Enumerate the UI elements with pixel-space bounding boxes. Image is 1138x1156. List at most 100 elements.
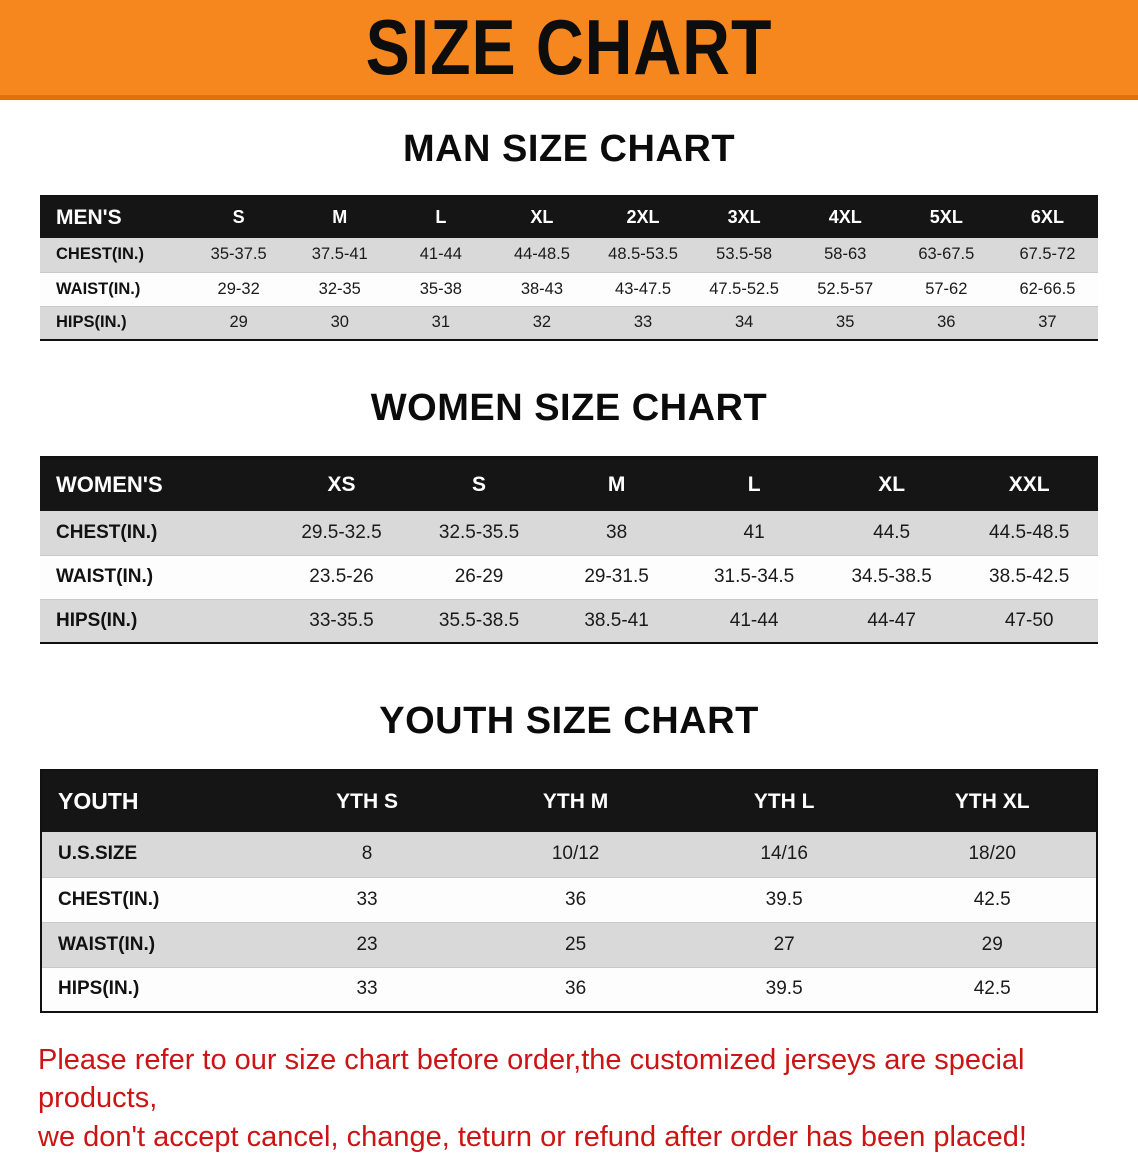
size-row: U.S.SIZE 8 10/12 14/16 18/20 (41, 832, 1097, 877)
size-value: 14/16 (760, 843, 808, 865)
disclaimer-line-1: Please refer to our size chart before or… (38, 1044, 1025, 1115)
measurement-label: CHEST(IN.) (56, 245, 144, 264)
size-value: 39.5 (765, 978, 803, 1000)
size-value: 29 (229, 313, 248, 332)
measurement-label: WAIST(IN.) (58, 933, 156, 955)
header-row: MEN'S S M L XL 2XL 3XL 4XL 5XL 6XL (40, 196, 1098, 238)
size-value: 47-50 (1004, 609, 1054, 631)
size-row: CHEST(IN.) 33 36 39.5 42.5 (41, 877, 1097, 922)
size-column-header: L (685, 457, 823, 511)
size-value: 23 (356, 933, 378, 955)
size-value: 37 (1038, 313, 1057, 332)
size-value: 38.5-42.5 (989, 566, 1070, 587)
table-title-cell: WOMEN'S (40, 457, 273, 511)
size-value: 29.5-32.5 (301, 521, 382, 543)
size-column-header: YTH S (262, 770, 472, 832)
measurement-label: CHEST(IN.) (58, 888, 160, 910)
size-value: 27 (773, 933, 795, 955)
women-size-section: WOMEN SIZE CHART WOMEN'S XS S M L XL XXL CHEST… (0, 387, 1138, 644)
size-column-header: YTH XL (888, 770, 1097, 832)
size-row: WAIST(IN.) 23 25 27 29 (41, 922, 1097, 967)
size-column-header: L (390, 196, 492, 238)
size-value: 31.5-34.5 (713, 566, 795, 587)
size-value: 38 (606, 521, 628, 543)
size-row: CHEST(IN.) 29.5-32.5 32.5-35.5 38 41 44.5 44.5… (40, 511, 1098, 555)
men-size-section: MAN SIZE CHART MEN'S S M L XL 2XL 3XL 4XL 5XL 6XL… (0, 128, 1138, 341)
size-value: 41-44 (419, 245, 462, 264)
youth-size-table: YOUTH YTH S YTH M YTH L YTH XL U.S.SIZE 8 10/1… (40, 769, 1098, 1013)
size-value: 42.5 (973, 978, 1011, 1000)
youth-section-heading: YOUTH SIZE CHART (379, 700, 759, 742)
size-value: 41-44 (729, 609, 779, 631)
size-row: WAIST(IN.) 23.5-26 26-29 29-31.5 31.5-34.5 34… (40, 555, 1098, 599)
size-value: 26-29 (454, 566, 504, 587)
size-value: 36 (565, 888, 587, 910)
size-value: 33 (356, 888, 378, 910)
size-column-header: S (410, 457, 548, 511)
size-column-header: M (289, 196, 391, 238)
size-value: 29-31.5 (584, 566, 649, 587)
size-value: 35.5-38.5 (438, 609, 520, 631)
men-section-heading: MAN SIZE CHART (402, 128, 736, 170)
size-value: 37.5-41 (311, 245, 368, 264)
header-row: WOMEN'S XS S M L XL XXL (40, 457, 1098, 511)
measurement-label: CHEST(IN.) (56, 521, 158, 543)
size-value: 35 (836, 313, 855, 332)
banner-title: SIZE CHART (365, 4, 773, 91)
size-value: 36 (937, 313, 956, 332)
size-value: 10/12 (551, 843, 600, 865)
size-value: 58-63 (824, 245, 867, 264)
size-value: 25 (565, 933, 587, 955)
size-value: 32.5-35.5 (438, 521, 520, 543)
size-value: 39.5 (765, 888, 803, 910)
size-value: 48.5-53.5 (608, 245, 678, 264)
size-value: 30 (330, 313, 349, 332)
size-value: 35-37.5 (210, 245, 267, 264)
size-value: 44.5-48.5 (989, 521, 1070, 543)
size-value: 32-35 (318, 279, 361, 298)
women-section-heading: WOMEN SIZE CHART (370, 387, 768, 429)
measurement-label: WAIST(IN.) (56, 566, 154, 587)
size-row: CHEST(IN.) 35-37.5 37.5-41 41-44 44-48.5 48.5… (40, 238, 1098, 272)
size-row: HIPS(IN.) 33 36 39.5 42.5 (41, 967, 1097, 1012)
size-value: 29-32 (217, 279, 260, 298)
size-value: 38.5-41 (584, 609, 649, 631)
size-column-header: XL (822, 457, 961, 511)
size-value: 29 (981, 933, 1003, 955)
size-value: 62-66.5 (1019, 279, 1076, 298)
measurement-label: HIPS(IN.) (58, 978, 140, 1000)
size-value: 33 (633, 313, 653, 332)
size-value: 42.5 (973, 888, 1011, 910)
size-value: 34.5-38.5 (851, 566, 932, 587)
size-row: HIPS(IN.) 33-35.5 35.5-38.5 38.5-41 41-44 44-… (40, 599, 1098, 643)
size-value: 63-67.5 (918, 245, 975, 264)
size-value: 53.5-58 (716, 245, 773, 264)
size-row: WAIST(IN.) 29-32 32-35 35-38 38-43 43-47.5 47.… (40, 272, 1098, 306)
size-chart-banner: SIZE CHART (0, 0, 1138, 100)
size-value: 23.5-26 (309, 566, 374, 587)
mens-size-table: MEN'S S M L XL 2XL 3XL 4XL 5XL 6XL CHEST(IN.) 35-3… (40, 195, 1098, 341)
disclaimer: Please refer to our size chart before or… (38, 1041, 1100, 1156)
measurement-label: WAIST(IN.) (56, 279, 141, 298)
size-value: 47.5-52.5 (709, 279, 779, 298)
size-value: 44-48.5 (513, 245, 570, 264)
size-column-header: 5XL (895, 196, 997, 238)
size-column-header: XS (272, 457, 411, 511)
size-value: 32 (532, 313, 552, 332)
size-column-header: 4XL (794, 196, 896, 238)
size-value: 35-38 (419, 279, 462, 298)
size-column-header: XL (491, 196, 593, 238)
size-row: HIPS(IN.) 29 30 31 32 33 34 35 36 37 (40, 306, 1098, 340)
size-column-header: YTH M (471, 770, 680, 832)
size-value: 8 (361, 843, 373, 865)
youth-size-section: YOUTH SIZE CHART YOUTH YTH S YTH M YTH L YTH… (0, 700, 1138, 1013)
size-value: 44.5 (873, 521, 911, 543)
size-value: 38-43 (520, 279, 564, 298)
table-title-cell: MEN'S (40, 196, 189, 238)
disclaimer-line-2: we don't accept cancel, change, teturn o… (38, 1120, 1027, 1153)
size-value: 36 (565, 978, 587, 1000)
size-value: 33-35.5 (309, 609, 374, 631)
size-value: 33 (356, 978, 378, 1000)
size-column-header: 3XL (693, 196, 795, 238)
size-value: 44-47 (867, 609, 916, 631)
